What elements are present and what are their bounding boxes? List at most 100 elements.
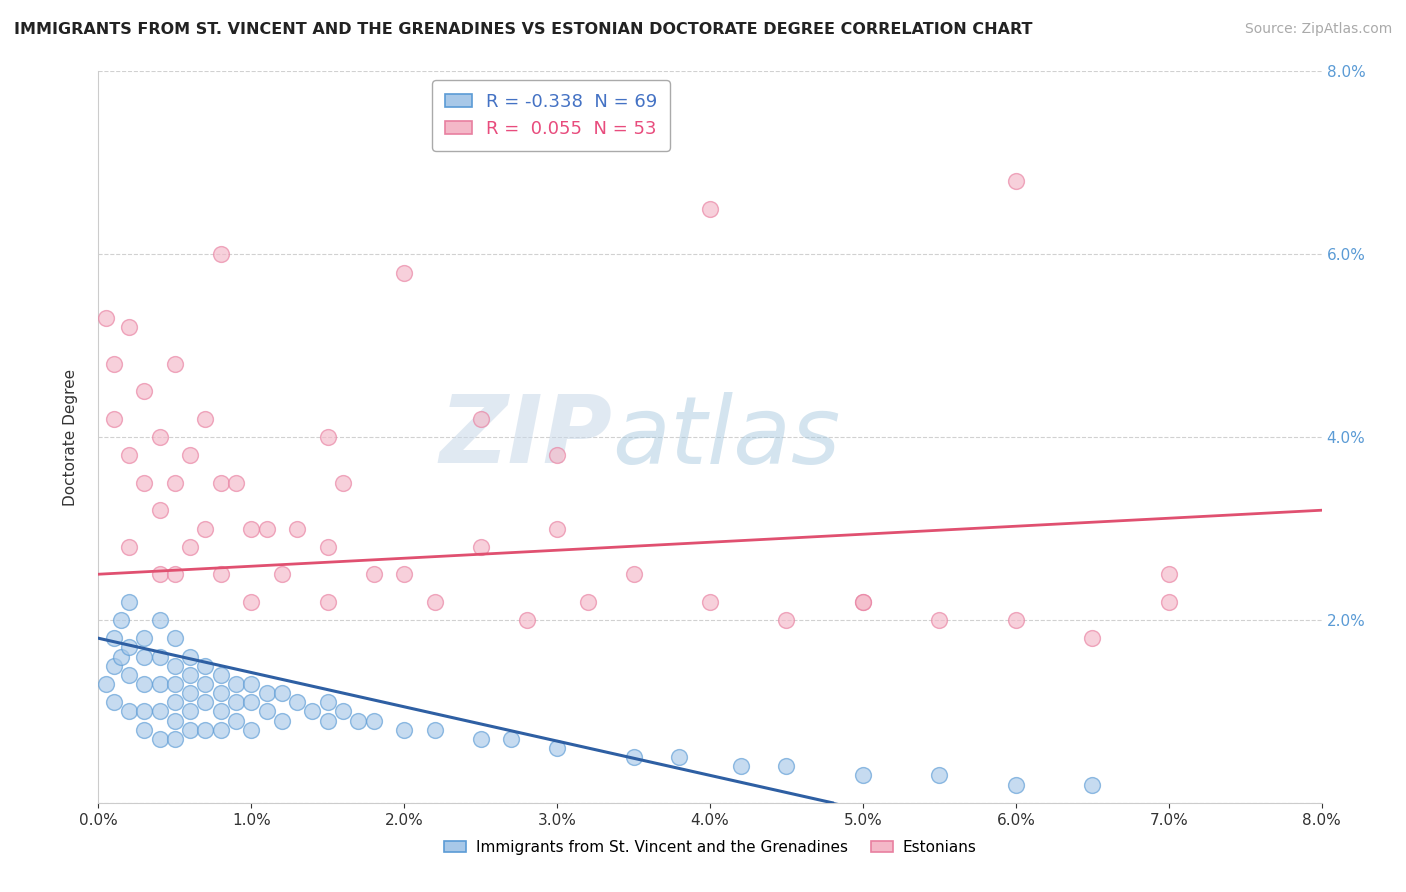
Point <box>209 686 232 700</box>
Point <box>332 475 354 490</box>
Point <box>316 430 339 444</box>
Point <box>301 705 323 719</box>
Point <box>546 521 568 535</box>
Point <box>110 649 132 664</box>
Point <box>852 595 875 609</box>
Point <box>576 595 599 609</box>
Point <box>363 567 385 582</box>
Point <box>256 705 278 719</box>
Text: ZIP: ZIP <box>439 391 612 483</box>
Point <box>775 613 797 627</box>
Point <box>775 759 797 773</box>
Point <box>103 412 125 426</box>
Point <box>240 695 263 709</box>
Point <box>94 311 117 326</box>
Point <box>270 686 294 700</box>
Point <box>392 266 416 280</box>
Point <box>134 632 156 646</box>
Point <box>546 449 568 463</box>
Y-axis label: Doctorate Degree: Doctorate Degree <box>63 368 77 506</box>
Point <box>209 475 232 490</box>
Point <box>110 613 132 627</box>
Point <box>179 723 201 737</box>
Point <box>134 705 156 719</box>
Point <box>1081 778 1104 792</box>
Point <box>118 595 141 609</box>
Point <box>332 705 354 719</box>
Point <box>179 649 201 664</box>
Point <box>179 449 201 463</box>
Point <box>149 430 172 444</box>
Point <box>270 567 294 582</box>
Point <box>1157 595 1180 609</box>
Point <box>163 677 186 691</box>
Point <box>149 705 172 719</box>
Point <box>209 705 232 719</box>
Point <box>240 677 263 691</box>
Point <box>1157 567 1180 582</box>
Point <box>118 705 141 719</box>
Point <box>163 632 186 646</box>
Point <box>316 695 339 709</box>
Point <box>149 731 172 746</box>
Point <box>194 677 217 691</box>
Point <box>516 613 538 627</box>
Text: atlas: atlas <box>612 392 841 483</box>
Point <box>270 714 294 728</box>
Point <box>852 768 875 782</box>
Point <box>134 475 156 490</box>
Point <box>149 677 172 691</box>
Point <box>134 384 156 399</box>
Point <box>163 714 186 728</box>
Point <box>209 567 232 582</box>
Point <box>163 658 186 673</box>
Point <box>730 759 752 773</box>
Point <box>118 640 141 655</box>
Point <box>1004 778 1026 792</box>
Text: Source: ZipAtlas.com: Source: ZipAtlas.com <box>1244 22 1392 37</box>
Point <box>501 731 523 746</box>
Point <box>149 503 172 517</box>
Point <box>118 540 141 554</box>
Point <box>423 595 446 609</box>
Point <box>470 412 492 426</box>
Point <box>470 731 492 746</box>
Point <box>225 695 247 709</box>
Point <box>94 677 117 691</box>
Point <box>225 677 247 691</box>
Point <box>118 667 141 681</box>
Point <box>163 731 186 746</box>
Point <box>179 705 201 719</box>
Point <box>163 567 186 582</box>
Point <box>163 357 186 371</box>
Point <box>316 595 339 609</box>
Point <box>470 540 492 554</box>
Point <box>103 632 125 646</box>
Point <box>928 613 950 627</box>
Point <box>240 723 263 737</box>
Point <box>240 521 263 535</box>
Point <box>623 750 645 764</box>
Point <box>209 667 232 681</box>
Point <box>1081 632 1104 646</box>
Point <box>546 740 568 755</box>
Point <box>179 686 201 700</box>
Point <box>392 567 416 582</box>
Point <box>285 695 308 709</box>
Point <box>194 412 217 426</box>
Point <box>149 649 172 664</box>
Point <box>699 202 721 216</box>
Point <box>149 613 172 627</box>
Point <box>209 723 232 737</box>
Point <box>163 475 186 490</box>
Point <box>392 723 416 737</box>
Point <box>423 723 446 737</box>
Point <box>118 320 141 334</box>
Point <box>668 750 690 764</box>
Legend: Immigrants from St. Vincent and the Grenadines, Estonians: Immigrants from St. Vincent and the Gren… <box>437 834 983 861</box>
Text: IMMIGRANTS FROM ST. VINCENT AND THE GRENADINES VS ESTONIAN DOCTORATE DEGREE CORR: IMMIGRANTS FROM ST. VINCENT AND THE GREN… <box>14 22 1032 37</box>
Point <box>179 667 201 681</box>
Point <box>256 521 278 535</box>
Point <box>285 521 308 535</box>
Point <box>699 595 721 609</box>
